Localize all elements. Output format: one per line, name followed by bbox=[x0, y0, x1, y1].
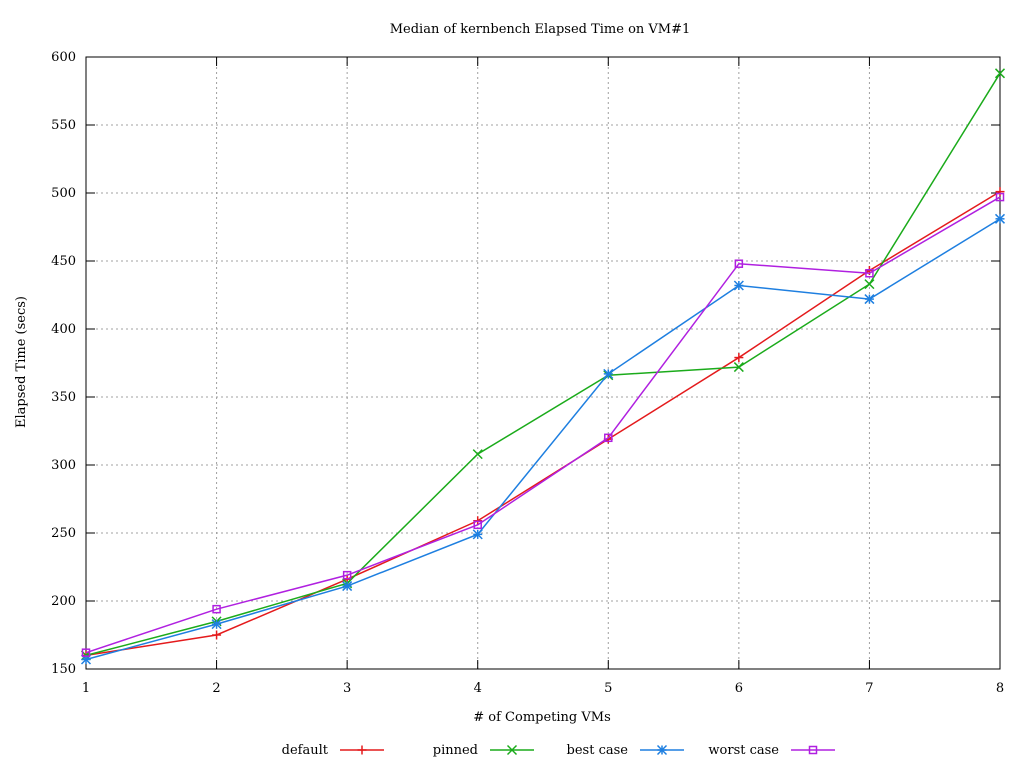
point-marker-d2 bbox=[733, 280, 744, 291]
data-point bbox=[212, 630, 222, 640]
grid bbox=[86, 57, 1000, 669]
point-marker-d2 bbox=[994, 213, 1006, 224]
data-point bbox=[994, 213, 1006, 224]
y-tick-label: 150 bbox=[51, 662, 76, 677]
point-marker-square bbox=[604, 433, 613, 443]
point-marker-square bbox=[473, 520, 482, 530]
y-tick-label: 300 bbox=[51, 458, 76, 473]
series-line-default bbox=[85, 190, 1001, 657]
series-line-best-case bbox=[85, 218, 1001, 661]
point-marker-d2 bbox=[472, 529, 483, 540]
point-marker-d2 bbox=[864, 279, 875, 290]
x-tick-label: 2 bbox=[212, 681, 220, 696]
legend-item-worst-case: worst case bbox=[708, 743, 835, 758]
data-point bbox=[81, 648, 91, 657]
x-tick-label: 3 bbox=[343, 681, 351, 696]
data-point bbox=[733, 362, 744, 373]
x-tick-label: 7 bbox=[865, 681, 873, 696]
legend-item-best-case: best case bbox=[567, 743, 684, 758]
data-point bbox=[603, 368, 614, 379]
axes: 150 200 250 300 350 400 450 500 550 600 1 2 3 4 5 6 7 8 bbox=[51, 50, 1004, 696]
chart-title: Median of kernbench Elapsed Time on VM#1 bbox=[390, 22, 691, 37]
point-marker-d2 bbox=[342, 581, 353, 592]
legend-label: default bbox=[282, 743, 329, 758]
series-group bbox=[80, 68, 1006, 665]
y-tick-label: 600 bbox=[51, 50, 76, 65]
y-axis-label: Elapsed Time (secs) bbox=[14, 296, 29, 428]
data-point bbox=[865, 268, 874, 278]
y-tick-label: 200 bbox=[51, 594, 76, 609]
y-tick-label: 350 bbox=[51, 390, 76, 405]
series-line-pinned bbox=[85, 72, 1001, 657]
legend-label: worst case bbox=[708, 743, 779, 758]
point-marker-d2 bbox=[656, 744, 668, 756]
legend-label: pinned bbox=[433, 743, 478, 758]
y-tick-label: 250 bbox=[51, 526, 76, 541]
data-point bbox=[211, 619, 222, 630]
series-worst-case bbox=[81, 192, 1005, 657]
point-marker-square bbox=[212, 604, 221, 614]
y-tick-label: 550 bbox=[51, 118, 76, 133]
data-point bbox=[733, 280, 744, 291]
data-point bbox=[604, 433, 613, 443]
plot-frame bbox=[85, 56, 1001, 670]
data-point bbox=[473, 520, 482, 530]
data-point bbox=[212, 604, 221, 614]
data-point bbox=[995, 192, 1005, 202]
legend-label: best case bbox=[567, 743, 629, 758]
point-marker-d2 bbox=[211, 619, 222, 630]
y-tick-label: 400 bbox=[51, 322, 76, 337]
x-tick-label: 1 bbox=[82, 681, 90, 696]
data-point bbox=[734, 259, 744, 268]
x-tick-label: 6 bbox=[735, 681, 743, 696]
legend-item-default: default bbox=[282, 743, 384, 758]
point-marker-square bbox=[808, 745, 818, 755]
y-tick-label: 450 bbox=[51, 254, 76, 269]
series-default bbox=[81, 187, 1005, 660]
point-marker-square bbox=[734, 259, 744, 268]
x-tick-label: 5 bbox=[604, 681, 612, 696]
legend: default pinned best case worst case bbox=[282, 743, 835, 758]
data-point bbox=[472, 449, 483, 460]
data-point bbox=[342, 570, 352, 580]
y-tick-label: 500 bbox=[51, 186, 76, 201]
data-point bbox=[864, 279, 875, 290]
series-pinned bbox=[80, 68, 1006, 661]
point-marker-d2 bbox=[472, 449, 483, 460]
point-marker-square bbox=[865, 268, 874, 278]
point-marker-square bbox=[342, 570, 352, 580]
point-marker-d2 bbox=[864, 294, 875, 305]
data-point bbox=[472, 529, 483, 540]
point-marker-square bbox=[995, 192, 1005, 202]
data-point bbox=[864, 294, 875, 305]
legend-item-pinned: pinned bbox=[433, 743, 534, 758]
series-line-worst-case bbox=[85, 196, 1001, 654]
point-marker-d2 bbox=[733, 362, 744, 373]
point-marker-d2 bbox=[506, 744, 518, 756]
data-point bbox=[995, 187, 1005, 197]
x-tick-label: 8 bbox=[996, 681, 1004, 696]
x-tick-label: 4 bbox=[474, 681, 482, 696]
data-point bbox=[734, 353, 744, 363]
point-marker-square bbox=[81, 648, 91, 657]
x-axis-label: # of Competing VMs bbox=[473, 710, 611, 725]
point-marker-d2 bbox=[603, 368, 614, 379]
point-marker-d2 bbox=[994, 68, 1006, 79]
data-point bbox=[342, 581, 353, 592]
data-point bbox=[994, 68, 1006, 79]
